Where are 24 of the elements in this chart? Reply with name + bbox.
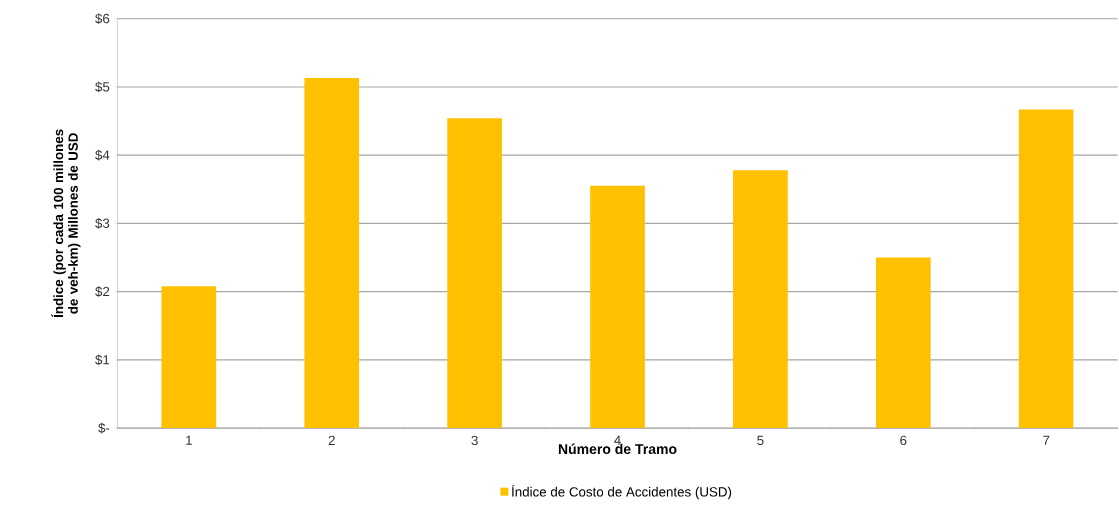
x-tick-label: 5 [757,435,764,445]
y-tick-label: $6 [95,13,110,25]
bar [1018,109,1074,429]
x-tick-label: 4 [614,435,621,445]
x-tick-label: 7 [1043,435,1050,445]
x-tick-label: 2 [328,435,335,445]
x-axis-title: Número de Tramo [558,443,677,454]
legend-label: Índice de Costo de Accidentes (USD) [511,484,732,500]
y-tick-label: $2 [95,286,110,297]
x-tick-label: 1 [186,435,192,445]
x-tick-label: 3 [471,435,478,446]
bar [875,257,931,429]
y-tick-label: $4 [95,149,110,161]
y-tick-label: $1 [95,354,110,366]
x-tick-label: 6 [900,435,907,446]
y-tick-label: $5 [95,81,110,93]
bar [447,118,502,429]
y-axis-title: Índice (por cada 100 millones de veh-km) Millones de USD [51,129,81,318]
y-tick-label: $3 [95,217,110,229]
bar [733,170,788,429]
bar [161,286,217,429]
bar [590,185,645,429]
bar [304,77,360,429]
y-tick-label: $- [98,422,110,434]
